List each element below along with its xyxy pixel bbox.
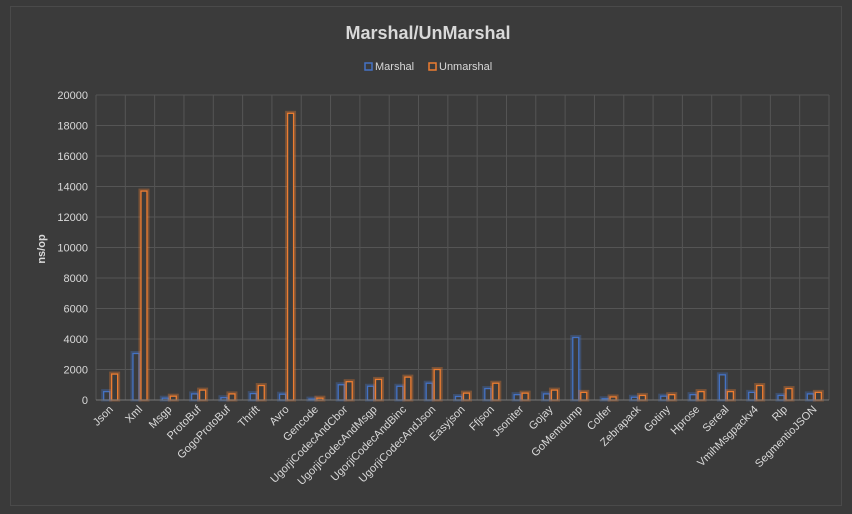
bar-marshal [542,393,551,401]
bar-unmarshal [638,394,647,401]
bar-unmarshal [433,368,441,401]
bar-unmarshal [228,393,236,401]
legend-label-unmarshal: Unmarshal [439,61,492,73]
bar-unmarshal [726,390,735,401]
x-tick-label: Msgp [147,404,175,432]
bar-marshal [806,393,814,401]
bar-unmarshal [198,389,207,401]
bar-marshal [689,394,697,401]
chart-title: Marshal/UnMarshal [345,23,510,43]
legend-marker-unmarshal [428,62,437,71]
legend-marker-marshal [364,62,373,71]
bar-chart: Marshal/UnMarshal Marshal Unmarshal ns/o… [36,23,830,488]
bar-unmarshal [404,376,412,401]
legend: Marshal Unmarshal [364,61,492,73]
y-tick-label: 14000 [57,182,88,194]
x-tick-label: Rlp [770,404,790,424]
bar-marshal [103,390,111,401]
chart-frame: Marshal/UnMarshal Marshal Unmarshal ns/o… [10,6,842,506]
bar-marshal [190,393,199,401]
bar-marshal [132,352,140,401]
bar-marshal [278,393,287,401]
bar-unmarshal [550,389,559,401]
bar-marshal [513,394,521,401]
bar-unmarshal [814,391,822,401]
y-tick-label: 10000 [57,243,88,255]
bar-marshal [748,391,756,401]
y-tick-label: 18000 [57,121,88,133]
plot-area: 0 2000 4000 6000 8000 10000 12000 14000 16000 180… [57,90,830,488]
bar-unmarshal [140,190,148,401]
bar-marshal [660,395,668,401]
bar-marshal [337,384,345,401]
y-tick-label: 4000 [64,334,88,346]
bar-unmarshal [697,390,705,401]
bar-marshal [454,395,463,401]
x-tick-label: Xml [123,404,145,426]
y-axis-label: ns/op [36,234,48,264]
bar-unmarshal [286,112,295,401]
x-tick-label: Jsoniter [491,403,527,439]
bar-unmarshal [374,378,383,401]
y-tick-label: 12000 [57,212,88,224]
bar-unmarshal [257,384,265,401]
bar-unmarshal [345,381,353,401]
legend-label-marshal: Marshal [375,61,414,73]
bar-unmarshal [668,394,676,401]
y-tick-label: 8000 [64,273,88,285]
bar-marshal [572,336,580,401]
bar-unmarshal [169,395,177,401]
x-tick-label: Hprose [669,404,703,438]
y-tick-label: 2000 [64,365,88,377]
y-tick-label: 6000 [64,304,88,316]
x-tick-label: Thrift [236,404,262,430]
x-tick-label: Avro [267,404,291,428]
bar-marshal [484,387,492,401]
bar-marshal [366,385,375,401]
bar-unmarshal [756,384,764,401]
bar-unmarshal [580,391,588,401]
x-tick-label: Json [91,404,116,429]
y-tick-label: 16000 [57,151,88,163]
bar-unmarshal [492,382,500,401]
bar-marshal [777,394,785,401]
bar-marshal [249,392,257,401]
x-tick-label: GogoProtoBuf [175,403,233,461]
y-tick-label: 0 [82,395,88,407]
bar-marshal [718,374,727,401]
bar-unmarshal [785,387,793,401]
bar-unmarshal [521,392,529,401]
y-tick-label: 20000 [57,90,88,102]
bar-marshal [396,385,404,401]
bar-unmarshal [111,373,119,401]
bar-unmarshal [462,392,471,401]
bar-marshal [425,382,433,401]
